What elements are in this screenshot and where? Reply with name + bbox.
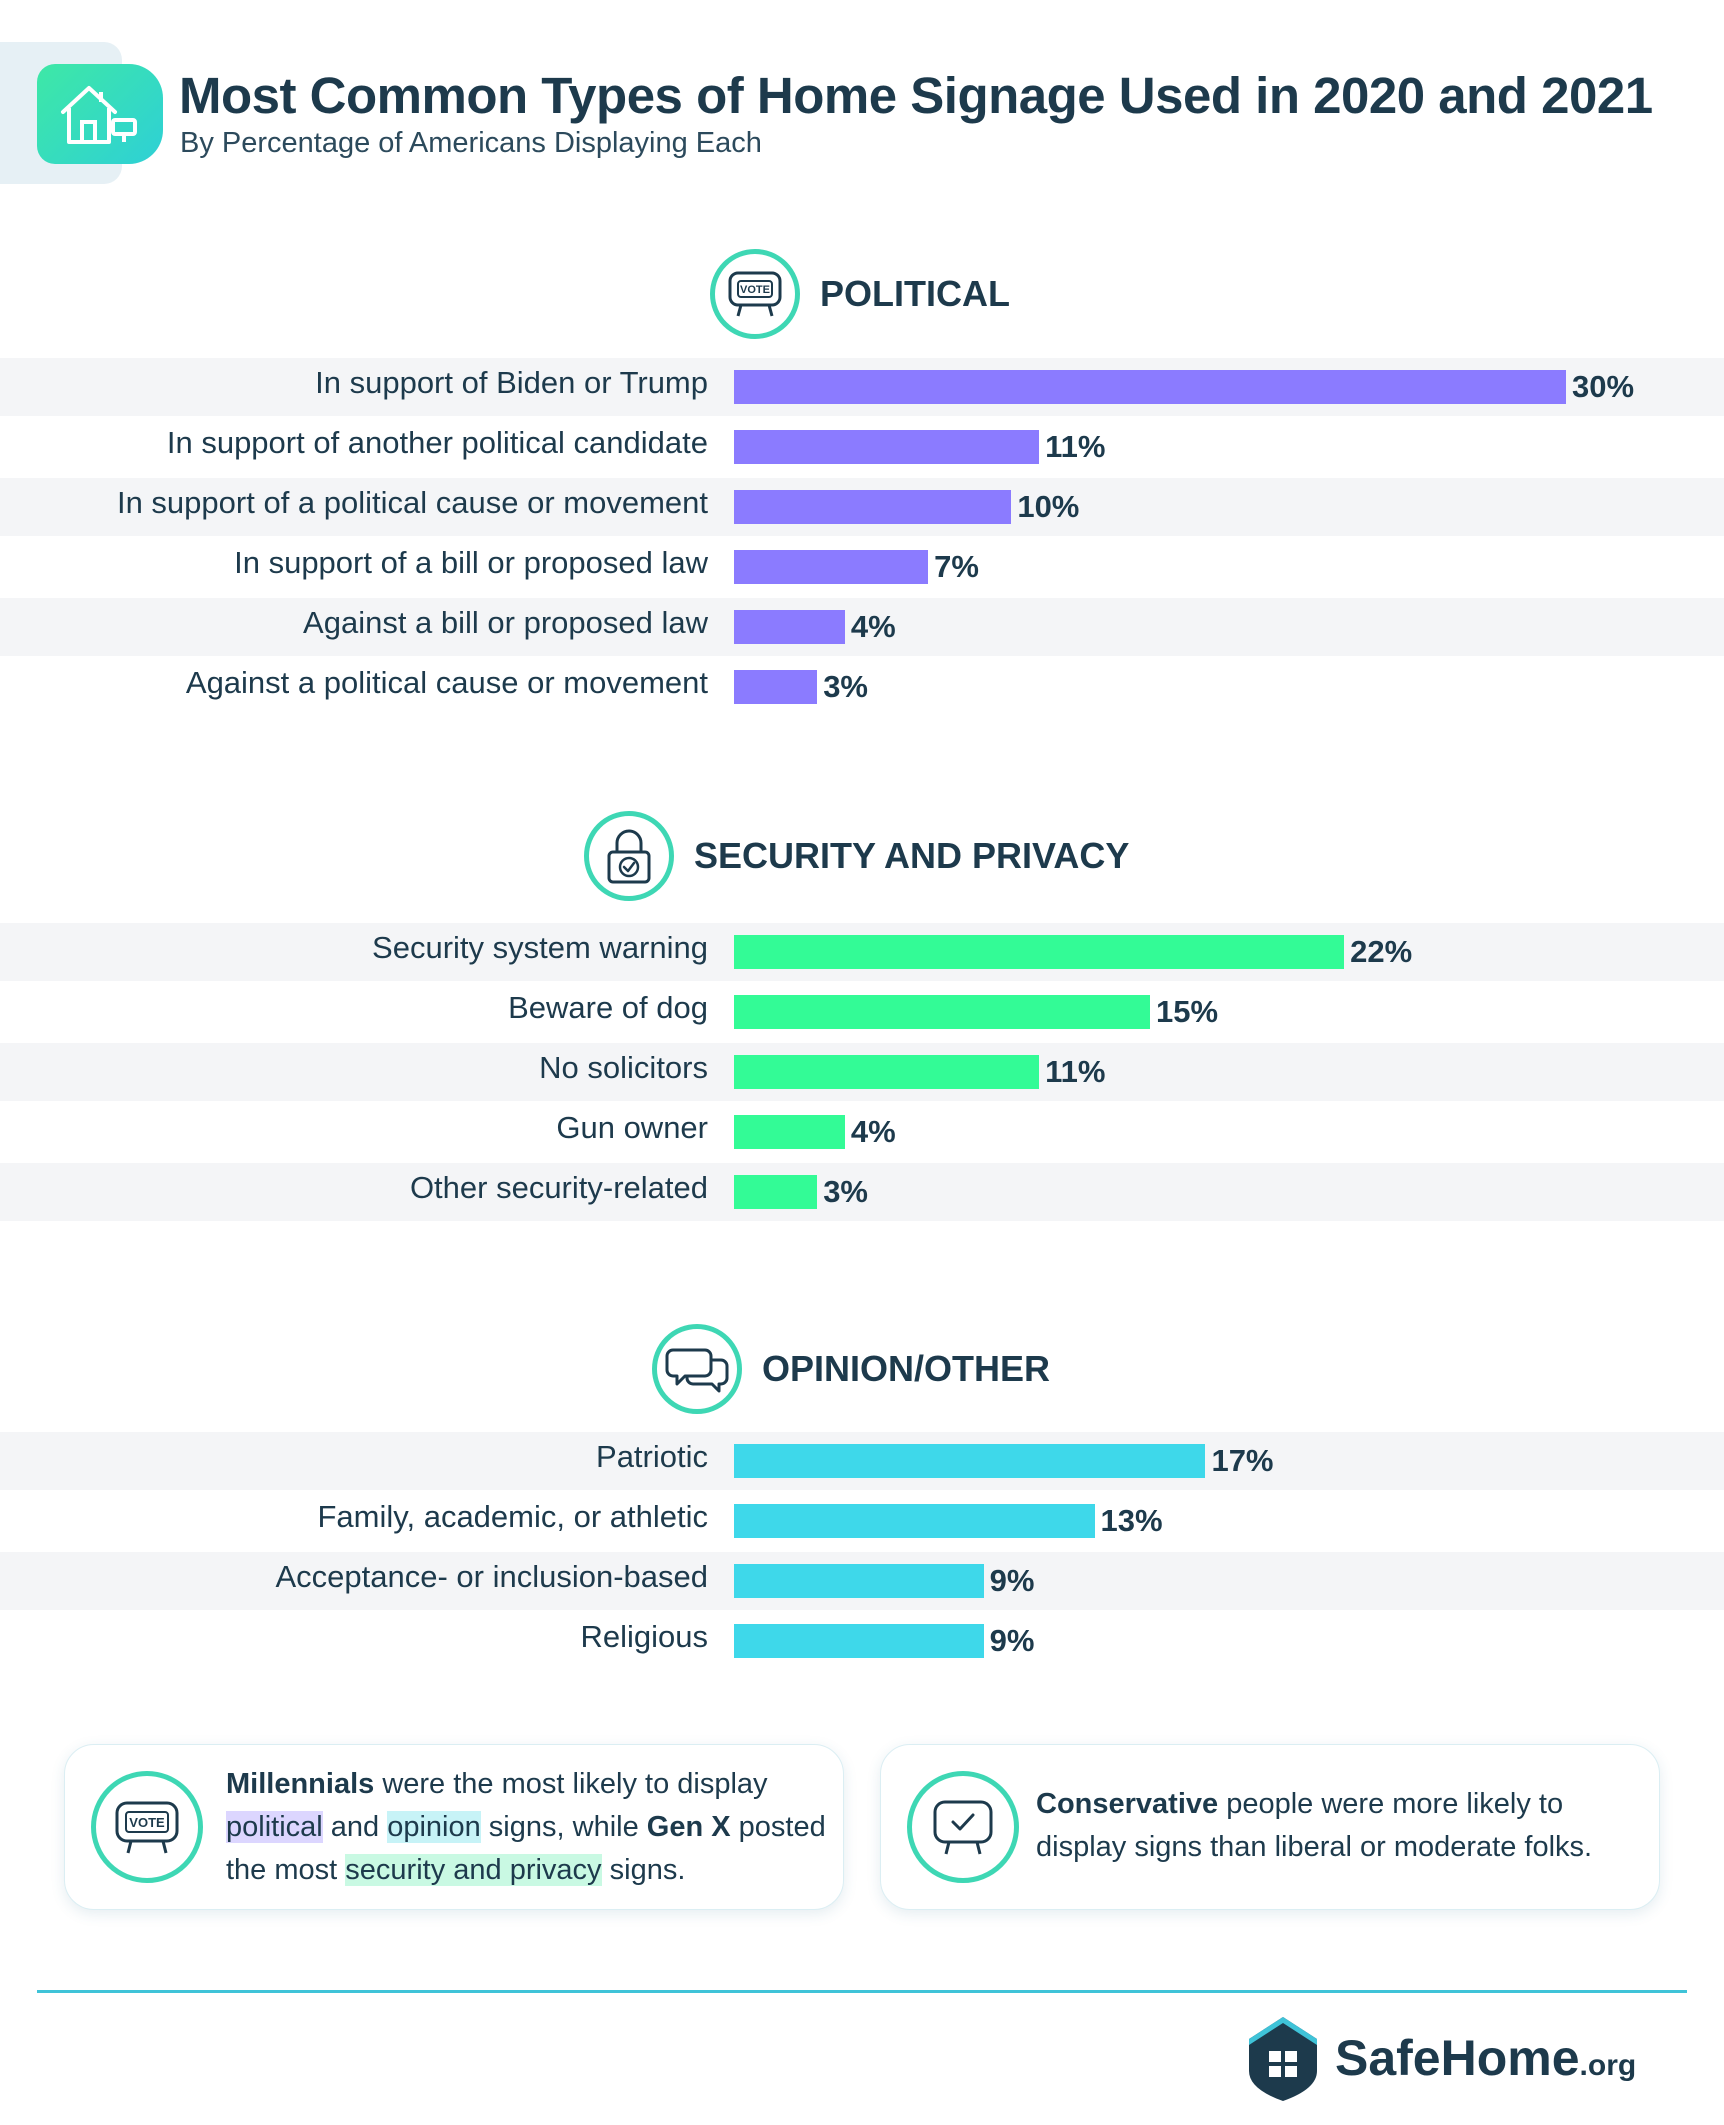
political-bar: [734, 430, 1040, 464]
political-row-band: [0, 598, 1724, 656]
svg-text:VOTE: VOTE: [740, 284, 770, 296]
political-bar: [734, 670, 818, 704]
brand-logo: SafeHome.org: [1245, 2012, 1636, 2104]
security-bar: [734, 995, 1150, 1029]
political-bar: [734, 550, 929, 584]
security-value-label: 15%: [1156, 994, 1219, 1029]
conservative-note-text: Conservative people were more likely to …: [1036, 1788, 1593, 1863]
political-category-label: In support of Biden or Trump: [315, 365, 708, 400]
speech-bubbles-icon: [652, 1324, 742, 1414]
political-value-label: 10%: [1017, 489, 1080, 524]
political-category-label: Against a bill or proposed law: [303, 605, 708, 640]
checkmark-sign-icon: [907, 1771, 1019, 1883]
security-category-label: No solicitors: [539, 1050, 708, 1085]
opinion-category-label: Patriotic: [596, 1439, 708, 1474]
political-value-label: 7%: [934, 549, 979, 584]
padlock-icon: [584, 811, 674, 901]
opinion-category-label: Acceptance- or inclusion-based: [275, 1559, 708, 1594]
political-section-header: VOTE POLITICAL: [710, 246, 1010, 342]
opinion-bar: [734, 1624, 984, 1658]
house-icon: [61, 86, 137, 144]
political-bar: [734, 610, 845, 644]
security-section-title: SECURITY AND PRIVACY: [694, 835, 1130, 876]
political-category-label: In support of another political candidat…: [166, 425, 708, 460]
security-category-label: Other security-related: [409, 1170, 708, 1205]
svg-text:VOTE: VOTE: [129, 1815, 165, 1830]
opinion-bar: [734, 1444, 1206, 1478]
security-bar: [734, 1175, 818, 1209]
opinion-value-label: 9%: [989, 1563, 1035, 1598]
generations-note-card: VOTE Millennials were the most likely to…: [64, 1744, 844, 1910]
brand-name: SafeHome: [1335, 2030, 1580, 2086]
security-section-header: SECURITY AND PRIVACY: [584, 808, 1129, 904]
opinion-value-label: 9%: [989, 1623, 1035, 1658]
security-category-label: Security system warning: [372, 930, 708, 965]
political-category-label: In support of a political cause or movem…: [116, 485, 708, 520]
security-bar: [734, 1055, 1040, 1089]
footer-divider: [37, 1990, 1687, 1993]
opinion-value-label: 17%: [1211, 1443, 1274, 1478]
page-title: Most Common Types of Home Signage Used i…: [179, 67, 1653, 124]
political-section-title: POLITICAL: [820, 273, 1010, 314]
page-subtitle: By Percentage of Americans Displaying Ea…: [180, 127, 762, 159]
opinion-category-label: Family, academic, or athletic: [317, 1499, 709, 1534]
political-bar: [734, 370, 1566, 404]
security-category-label: Beware of dog: [508, 990, 708, 1025]
political-bar: [734, 490, 1012, 524]
political-value-label: 30%: [1572, 369, 1635, 404]
opinion-bar: [734, 1564, 984, 1598]
brand-tld: .org: [1579, 2049, 1637, 2082]
security-bar: [734, 935, 1345, 969]
security-value-label: 3%: [823, 1174, 868, 1209]
generations-note-text: Millennials were the most likely to disp…: [226, 1768, 826, 1886]
security-bar: [734, 1115, 845, 1149]
security-value-label: 22%: [1350, 934, 1413, 969]
security-category-label: Gun owner: [556, 1110, 708, 1145]
security-value-label: 11%: [1045, 1054, 1106, 1089]
political-value-label: 4%: [850, 609, 896, 644]
vote-sign-icon: VOTE: [710, 249, 800, 339]
opinion-section-header: OPINION/OTHER: [652, 1321, 1050, 1417]
opinion-category-label: Religious: [580, 1619, 708, 1654]
opinion-value-label: 13%: [1100, 1503, 1163, 1538]
political-category-label: In support of a bill or proposed law: [234, 545, 708, 580]
political-value-label: 11%: [1045, 429, 1106, 464]
security-row-band: [0, 1163, 1724, 1221]
house-shield-icon: [1249, 2017, 1317, 2101]
political-value-label: 3%: [823, 669, 868, 704]
header-logo-tile: [37, 64, 163, 164]
opinion-section-title: OPINION/OTHER: [762, 1348, 1051, 1389]
opinion-bar: [734, 1504, 1095, 1538]
vote-sign-icon: VOTE: [91, 1771, 203, 1883]
security-value-label: 4%: [850, 1114, 896, 1149]
conservative-note-card: Conservative people were more likely to …: [880, 1744, 1660, 1910]
political-category-label: Against a political cause or movement: [185, 665, 708, 700]
